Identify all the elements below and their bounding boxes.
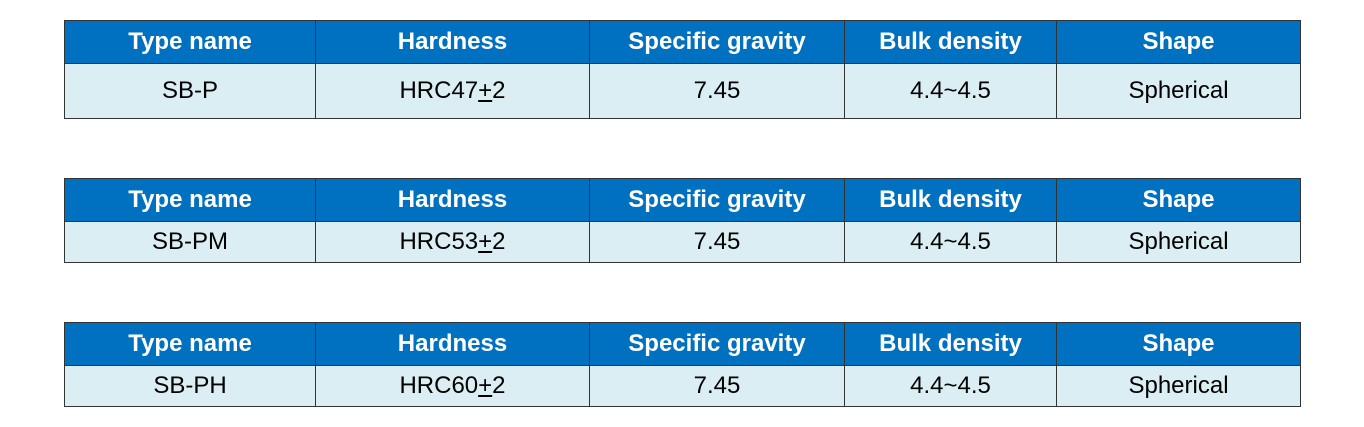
spec-table: Type name Hardness Specific gravity Bulk de…: [64, 178, 1301, 263]
cell-text: +: [478, 372, 493, 399]
data-cell: 7.45: [589, 63, 845, 119]
header-cell: Specific gravity: [589, 322, 845, 366]
data-cell: Spherical: [1056, 365, 1301, 407]
data-cell: SB-P: [64, 63, 316, 119]
data-cell: SB-PH: [64, 365, 316, 407]
header-cell: Bulk density: [844, 178, 1057, 222]
data-cell: 4.4~4.5: [844, 221, 1057, 263]
cell-text: +: [478, 77, 493, 104]
cell-text: HRC60: [399, 372, 479, 399]
header-row: Type name Hardness Specific gravity Bulk de…: [64, 178, 1301, 222]
data-row: SB-PM HRC53+2 7.45 4.4~4.5 Spherical: [64, 221, 1301, 263]
data-row: SB-P HRC47+2 7.45 4.4~4.5 Spherical: [64, 63, 1301, 119]
data-cell: 7.45: [589, 365, 845, 407]
header-row: Type name Hardness Specific gravity Bulk de…: [64, 322, 1301, 366]
header-cell: Hardness: [315, 178, 590, 222]
header-cell: Shape: [1056, 178, 1301, 222]
data-row: SB-PH HRC60+2 7.45 4.4~4.5 Spherical: [64, 365, 1301, 407]
header-cell: Type name: [64, 20, 316, 64]
cell-text: HRC47: [399, 77, 479, 104]
cell-text: +: [478, 228, 493, 255]
spec-table: Type name Hardness Specific gravity Bulk de…: [64, 322, 1301, 407]
cell-text: 2: [492, 372, 506, 399]
header-cell: Hardness: [315, 20, 590, 64]
data-cell: HRC47+2: [315, 63, 590, 119]
header-cell: Specific gravity: [589, 20, 845, 64]
header-cell: Bulk density: [844, 20, 1057, 64]
data-cell: 7.45: [589, 221, 845, 263]
header-cell: Type name: [64, 322, 316, 366]
header-cell: Type name: [64, 178, 316, 222]
spec-table: Type name Hardness Specific gravity Bulk de…: [64, 20, 1301, 119]
header-cell: Shape: [1056, 20, 1301, 64]
data-cell: HRC60+2: [315, 365, 590, 407]
header-cell: Hardness: [315, 322, 590, 366]
cell-text: HRC53: [399, 228, 479, 255]
header-cell: Shape: [1056, 322, 1301, 366]
data-cell: Spherical: [1056, 221, 1301, 263]
cell-text: 2: [492, 77, 506, 104]
header-cell: Specific gravity: [589, 178, 845, 222]
data-cell: 4.4~4.5: [844, 63, 1057, 119]
header-cell: Bulk density: [844, 322, 1057, 366]
data-cell: SB-PM: [64, 221, 316, 263]
data-cell: Spherical: [1056, 63, 1301, 119]
data-cell: HRC53+2: [315, 221, 590, 263]
header-row: Type name Hardness Specific gravity Bulk de…: [64, 20, 1301, 64]
data-cell: 4.4~4.5: [844, 365, 1057, 407]
cell-text: 2: [492, 228, 506, 255]
